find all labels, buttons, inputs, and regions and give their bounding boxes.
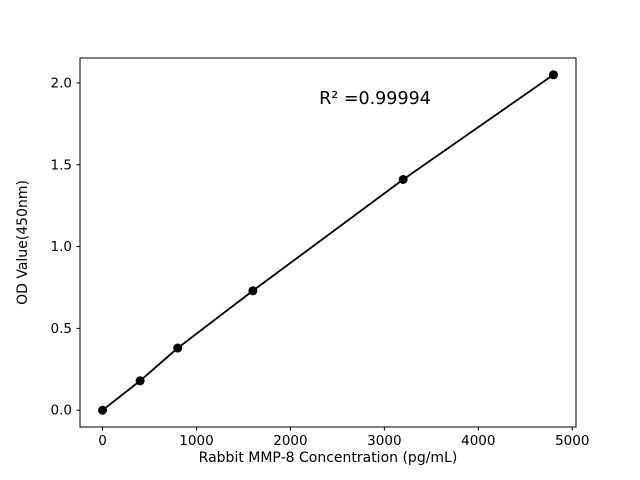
data-point-marker [398, 175, 408, 184]
data-point-marker [548, 70, 558, 80]
y-axis-label: OD Value(450nm) [15, 180, 31, 305]
y-tick-label: 0.0 [51, 403, 72, 419]
series-line [101, 73, 555, 412]
y-tick-label: 1.0 [51, 239, 72, 255]
y-tick-label: 0.5 [51, 321, 72, 337]
data-point-marker [173, 343, 183, 353]
x-tick-label: 3000 [367, 433, 401, 449]
axes-spines [79, 57, 577, 428]
x-tick-label: 4000 [461, 433, 495, 449]
x-tick-label: 1000 [179, 433, 213, 449]
y-axis-ticks: 0.0 0.5 1.0 1.5 2.0 [51, 75, 80, 419]
x-tick-label: 2000 [273, 433, 307, 449]
x-axis-ticks: 0 1000 2000 3000 4000 5000 [98, 427, 589, 449]
data-point-marker [135, 376, 145, 386]
y-tick-label: 1.5 [51, 157, 72, 173]
x-tick-label: 5000 [555, 433, 589, 449]
r-squared-annotation: R² =0.99994 [319, 89, 431, 109]
data-point-marker [98, 405, 108, 415]
y-tick-label: 2.0 [51, 75, 72, 91]
x-tick-label: 0 [98, 433, 107, 449]
x-axis-label: Rabbit MMP-8 Concentration (pg/mL) [199, 450, 458, 466]
data-point-marker [248, 286, 258, 296]
